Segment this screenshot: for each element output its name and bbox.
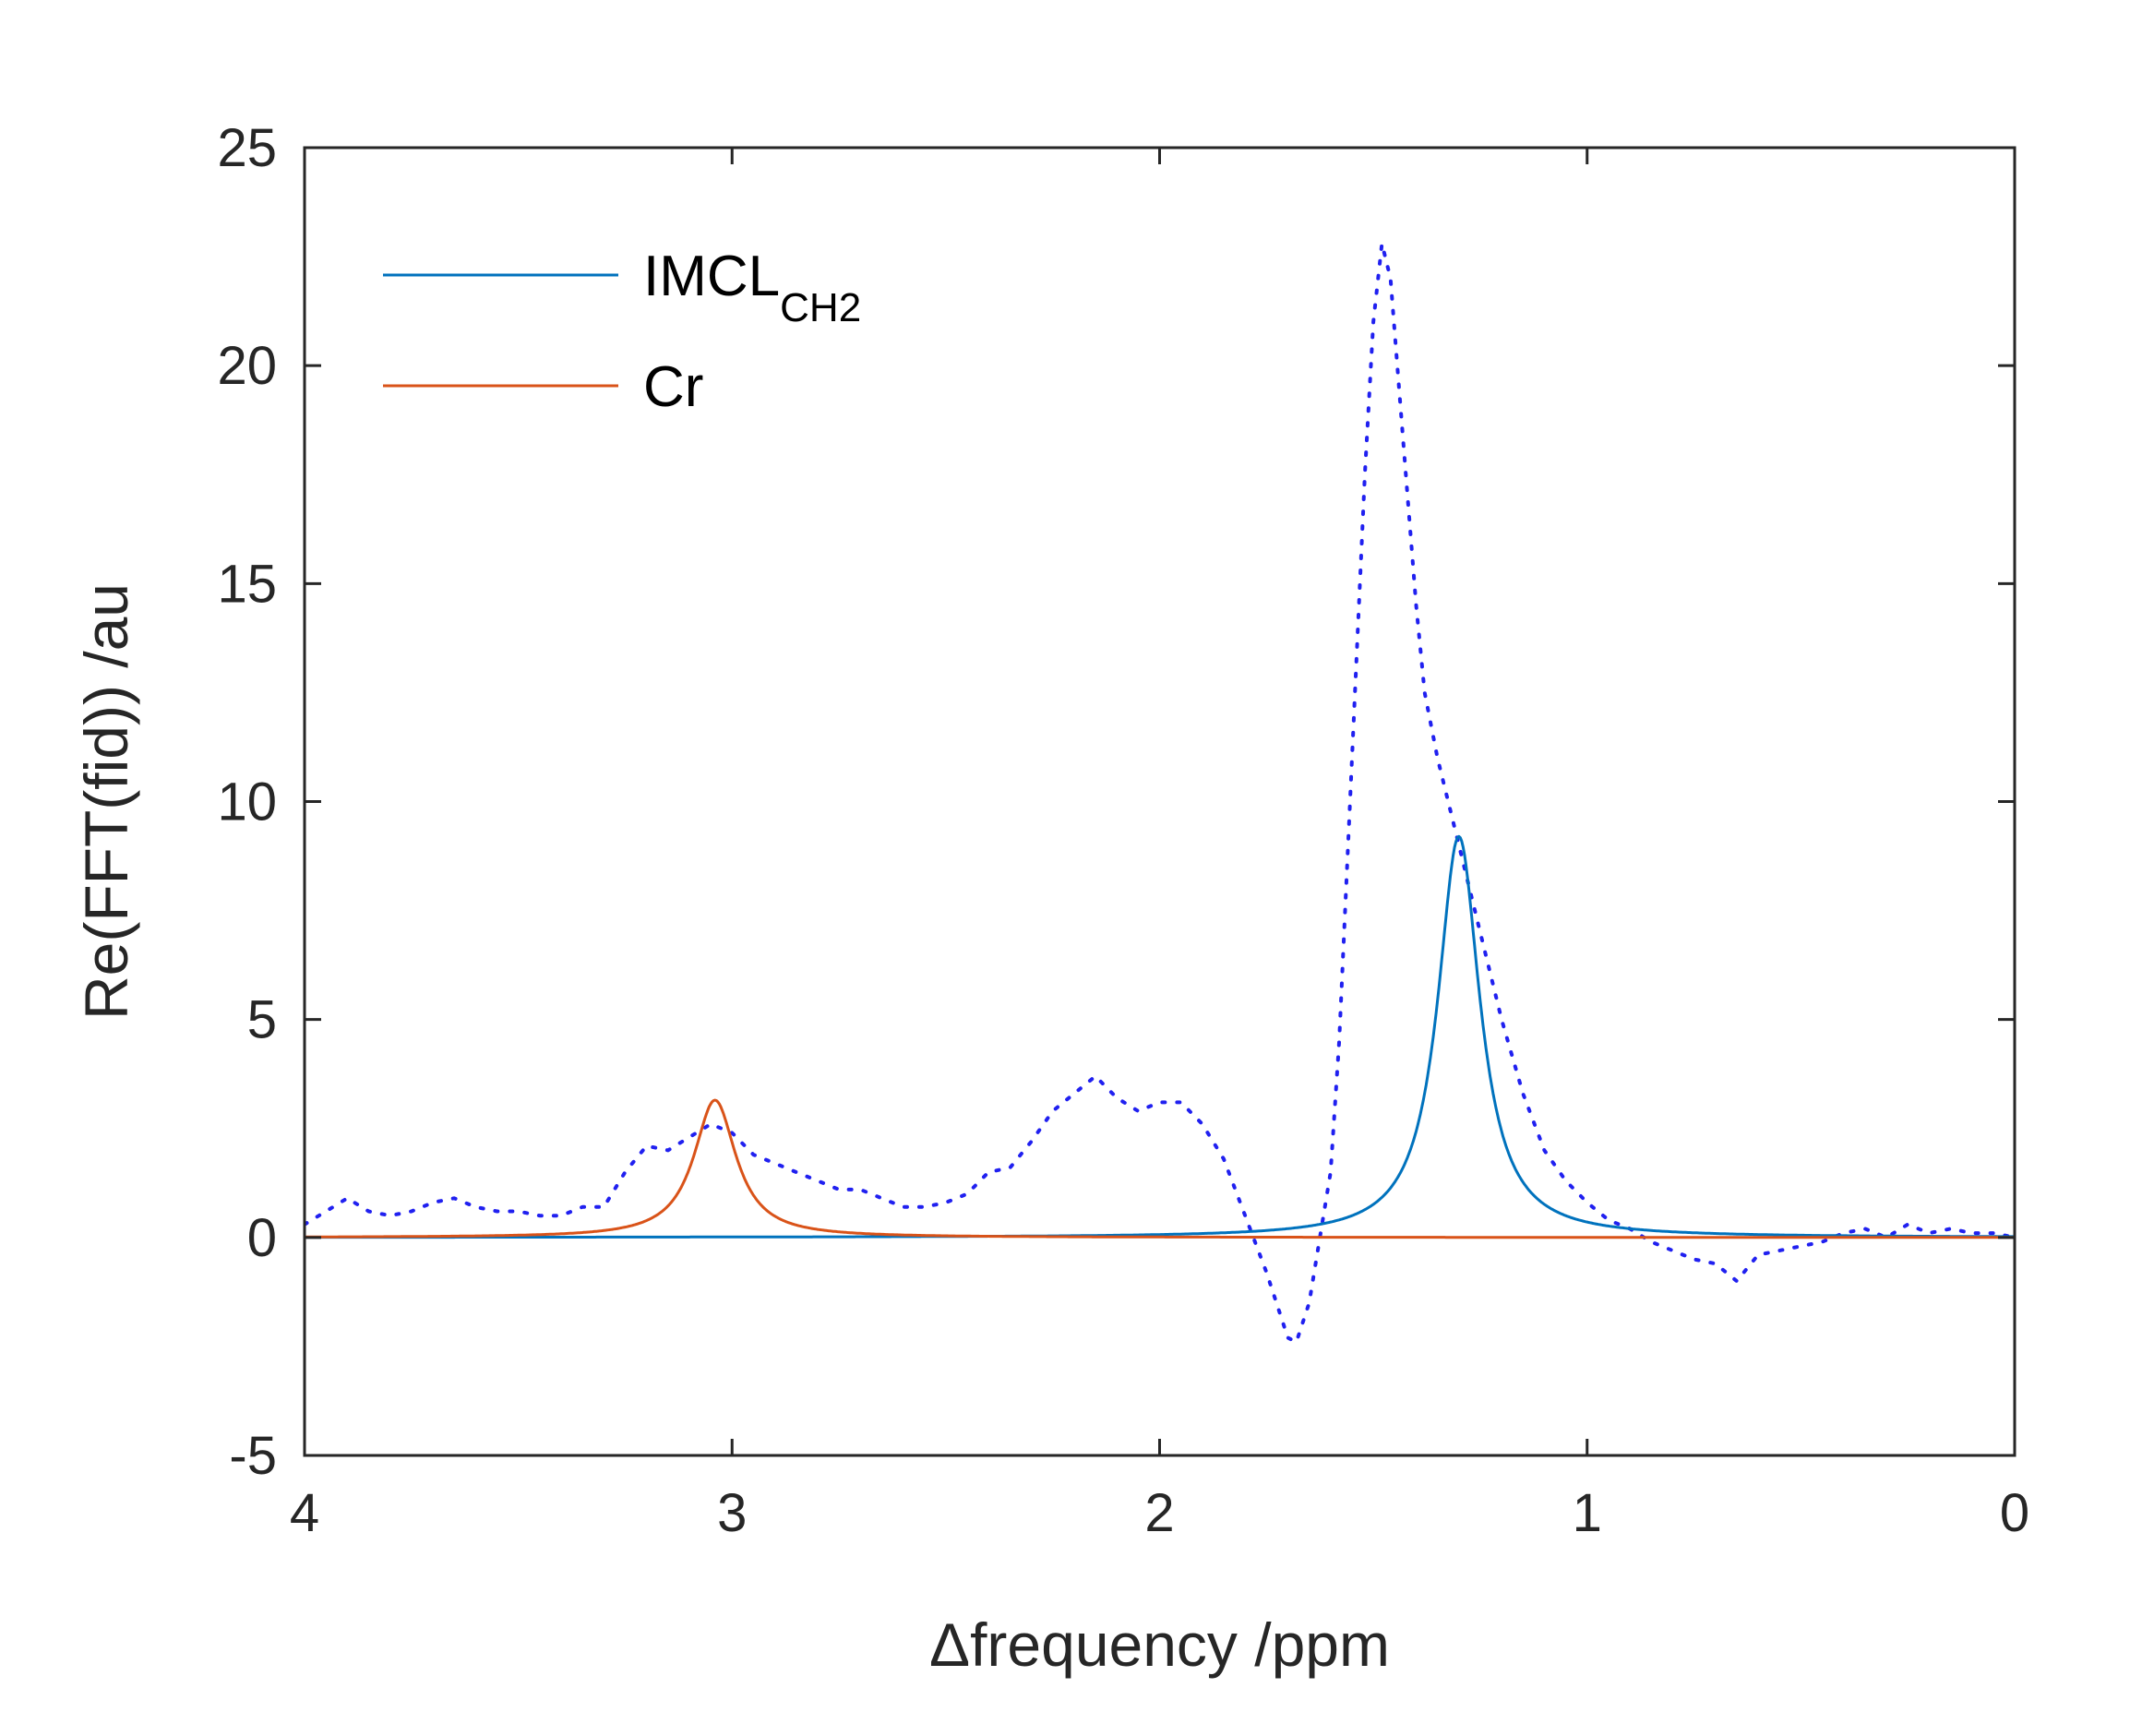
legend-label-cr: Cr (643, 355, 703, 419)
axis-ticks (303, 146, 2016, 1457)
series-lines (305, 241, 2015, 1345)
y-tick-label: 5 (247, 990, 277, 1050)
y-axis-label: Re(FFT(fid)) /au (72, 583, 140, 1020)
y-tick-label: 15 (217, 554, 277, 614)
series-line-data (305, 241, 2015, 1345)
legend-label-subscript: CH2 (780, 285, 861, 330)
x-tick-label: 0 (2000, 1483, 2029, 1543)
y-tick-label: 10 (217, 772, 277, 832)
legend-label-imcl: IMCLCH2 (643, 245, 861, 330)
plot-frame (303, 146, 2016, 1457)
x-tick-label: 3 (717, 1483, 747, 1543)
y-tick-label: -5 (229, 1426, 277, 1486)
x-tick-label: 2 (1144, 1483, 1174, 1543)
series-line-cr (305, 1098, 2015, 1239)
x-tick-label: 4 (290, 1483, 319, 1543)
y-tick-label: 0 (247, 1208, 277, 1268)
series-line-imcl (305, 834, 2015, 1239)
x-axis-label: Δfrequency /ppm (929, 1610, 1390, 1679)
x-tick-label: 1 (1573, 1483, 1602, 1543)
plot-area (303, 146, 2016, 1457)
y-tick-label: 25 (217, 118, 277, 178)
legend: IMCLCH2 Cr (383, 245, 861, 419)
y-tick-label: 20 (217, 336, 277, 396)
